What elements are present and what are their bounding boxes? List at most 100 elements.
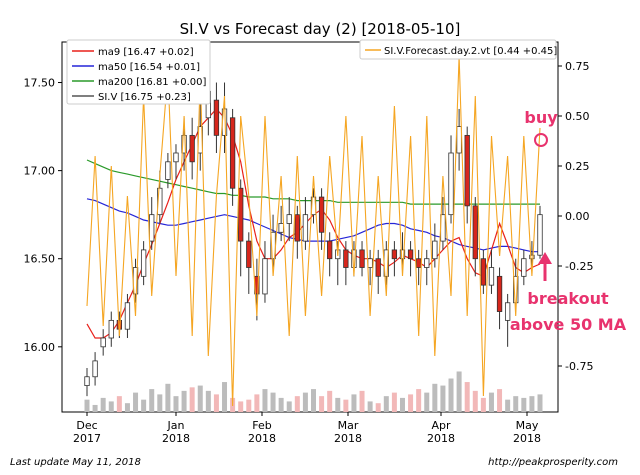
candle-body <box>286 214 292 224</box>
annotation-buy: buy <box>524 108 558 127</box>
legend-left-frame <box>66 39 211 105</box>
right-tick-label: 0.75 <box>565 60 590 73</box>
candle-body <box>246 240 252 268</box>
volume-bar <box>205 390 211 412</box>
volume-bar <box>391 392 397 412</box>
candle-body <box>229 117 236 189</box>
volume-bar <box>480 397 486 412</box>
annotation-breakout: breakout <box>527 289 609 308</box>
volume-bar <box>181 390 187 412</box>
volume-bar <box>359 390 365 412</box>
annotation-above-ma: above 50 MA <box>510 315 627 334</box>
legend-ma50-label: ma50 [16.54 +0.01] <box>98 62 200 73</box>
candle-body <box>278 223 284 233</box>
candle-body <box>537 214 543 256</box>
volume-bar <box>327 390 333 412</box>
volume-bar <box>399 397 405 412</box>
volume-bar <box>286 401 292 412</box>
x-tick-label-month: Apr <box>431 419 451 432</box>
candle-body <box>504 302 511 321</box>
volume-bar <box>319 396 325 412</box>
volume-bar <box>440 385 446 412</box>
x-tick-label-year: 2018 <box>248 432 276 445</box>
x-tick-label-month: Mar <box>338 419 359 432</box>
candle-body <box>189 134 195 163</box>
candle-body <box>238 187 244 242</box>
candle-body <box>92 360 98 378</box>
annotation-buy-marker <box>534 133 548 147</box>
candle-body <box>456 126 462 154</box>
volume-bar <box>424 392 430 412</box>
candle-body <box>416 258 422 268</box>
volume-bar <box>472 390 478 412</box>
volume-bar <box>351 394 357 412</box>
volume-bar <box>383 396 389 412</box>
candle-body <box>100 337 106 348</box>
volume-bar <box>521 397 527 412</box>
volume-bar <box>108 401 114 412</box>
candle-body <box>432 240 438 260</box>
volume-bar <box>133 392 139 412</box>
candle-body <box>496 275 503 312</box>
legend-ma200-label: ma200 [16.81 +0.00] <box>98 77 206 88</box>
legend-ma9-label: ma9 [16.47 +0.02] <box>98 47 194 58</box>
candle-body <box>359 249 365 268</box>
x-tick-label-month: Dec <box>76 419 97 432</box>
candle-body <box>399 249 406 260</box>
volume-bar <box>311 389 316 412</box>
right-tick-label: 0.00 <box>565 210 590 223</box>
legend-left: ma9 [16.47 +0.02] ma50 [16.54 +0.01] ma2… <box>66 39 211 105</box>
x-tick-label-year: 2017 <box>73 432 101 445</box>
volume-bar <box>448 378 454 412</box>
candle-body <box>367 258 373 268</box>
candle-body <box>294 214 300 242</box>
annotation-arrow-head <box>538 252 552 264</box>
volume-bar <box>157 394 163 412</box>
volume-bar <box>254 394 260 412</box>
x-tick-label-year: 2018 <box>513 432 541 445</box>
left-tick-label: 16.00 <box>24 341 56 354</box>
volume-bar <box>488 392 494 412</box>
candlesticks <box>84 73 543 397</box>
candle-body <box>165 161 171 180</box>
candle-body <box>391 249 398 260</box>
candle-body <box>124 302 131 330</box>
forecast-series <box>86 55 541 407</box>
candle-body <box>343 249 349 268</box>
x-tick-label-month: Feb <box>252 419 271 432</box>
candle-body <box>140 249 147 277</box>
volume-bar <box>278 397 284 412</box>
volume-bar <box>189 387 195 412</box>
legend-forecast-label: SI.V.Forecast.day.2.vt [0.44 +0.45] <box>384 46 557 57</box>
candle-body <box>375 258 381 277</box>
volume-bar <box>238 401 244 412</box>
volume-bar <box>141 399 147 412</box>
candle-body <box>472 205 478 260</box>
candle-body <box>529 254 535 260</box>
candle-body <box>448 152 454 216</box>
volume-bar <box>497 389 503 412</box>
candle-body <box>149 214 155 242</box>
candle-body <box>84 376 90 386</box>
volume-bar <box>432 383 438 412</box>
left-tick-label: 17.00 <box>24 165 56 178</box>
right-tick-label: 0.50 <box>565 110 590 123</box>
x-tick-label-month: May <box>516 419 539 432</box>
candle-body <box>480 258 487 286</box>
candle-body <box>407 249 414 260</box>
volume-bar <box>165 383 171 412</box>
candle-body <box>327 240 333 260</box>
right-tick-label: -0.25 <box>565 260 593 273</box>
legend-left-entry: ma50 [16.54 +0.01] <box>72 62 200 73</box>
volume-bar <box>513 396 519 412</box>
axes: 16.00 16.50 17.00 17.50 -0.75 -0.25 0.00 0.25 0.… <box>24 60 594 445</box>
candle-body <box>302 214 309 242</box>
candle-body <box>213 99 220 136</box>
volume-bar <box>116 396 122 412</box>
volume-bar <box>416 389 422 412</box>
volume-bar <box>262 389 268 412</box>
volume-bar <box>302 392 308 412</box>
footer-last-update: Last update May 11, 2018 <box>10 457 141 468</box>
